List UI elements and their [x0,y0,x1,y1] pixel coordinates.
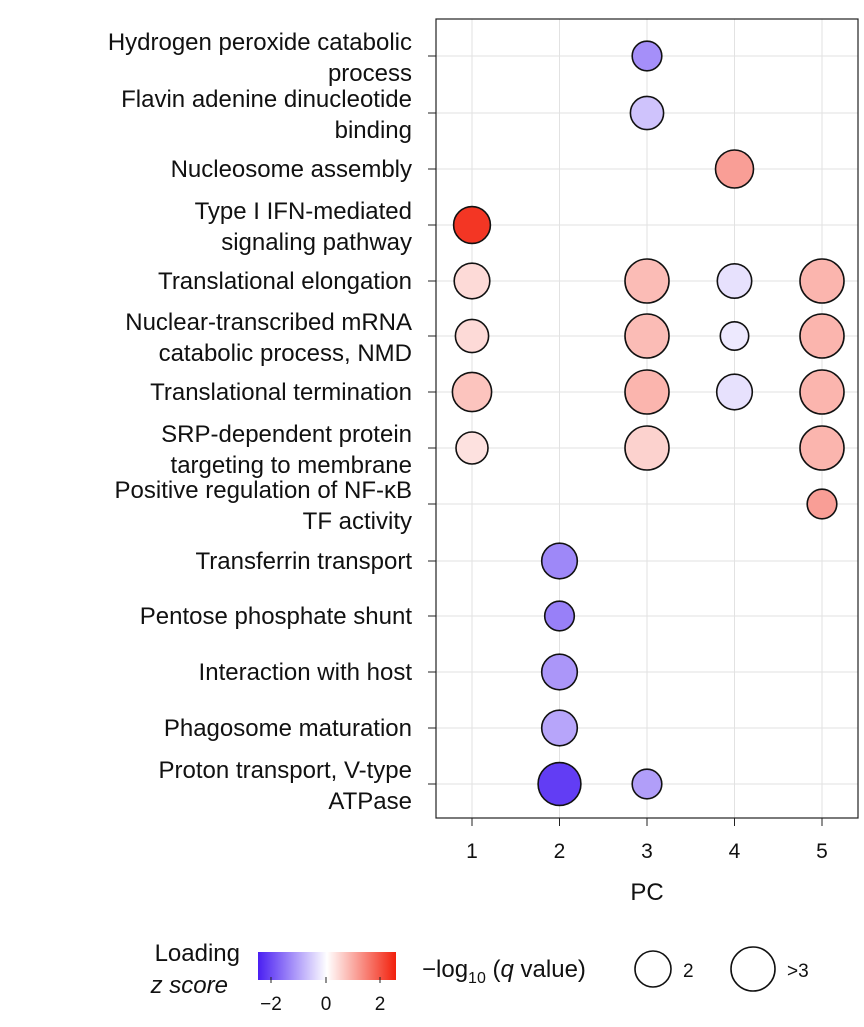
bubble-point [714,149,755,189]
size-legend-circle-small [634,950,672,988]
size-legend-title-suffix: value) [514,956,586,983]
y-tick-label: Type I IFN-mediated [195,198,412,225]
size-legend-title-open: ( [486,956,501,983]
bubble-point [631,768,663,800]
data-points [451,40,845,807]
size-legend-circle-large [730,946,776,992]
bubble-point [454,318,490,354]
size-legend-label-small: 2 [683,961,694,982]
bubble-point [799,313,845,359]
y-tick-label: process [328,60,412,87]
bubble-point [455,431,489,465]
y-tick-label: catabolic process, NMD [159,340,412,367]
y-axis: Hydrogen peroxide catabolic processFlavin… [108,29,436,815]
x-tick-label: 5 [816,840,828,863]
bubble-point [537,761,582,807]
y-tick-label: binding [335,117,412,144]
bubble-point [451,371,493,413]
bubble-point [540,542,579,580]
size-legend: −log10 (q value) 2 >3 [422,946,809,992]
y-tick-label: targeting to membrane [171,452,412,479]
y-tick-label: Transferrin transport [195,548,412,575]
color-legend: Loading z score −2 0 2 [150,940,396,1015]
bubble-point [540,653,579,691]
color-gradient-bar [258,952,396,980]
y-tick-label: Pentose phosphate shunt [140,603,413,630]
bubble-point [716,262,753,299]
x-tick-label: 2 [554,840,566,863]
x-axis: 1 2 3 4 5 [466,818,828,863]
color-legend-title-line1: Loading [155,940,240,967]
x-axis-title: PC [630,879,663,906]
color-tick-mid: 0 [321,994,332,1015]
color-legend-title-line2: z score [150,972,228,999]
size-legend-title-prefix: −log [422,956,468,983]
y-tick-label: TF activity [303,508,412,535]
bubble-point [452,205,492,245]
y-tick-label: Nucleosome assembly [171,156,412,183]
bubble-point [806,488,838,520]
y-tick-label: Proton transport, V-type [159,757,412,784]
y-tick-label: Flavin adenine dinucleotide [121,86,412,113]
size-legend-title-sub: 10 [468,970,486,987]
bubble-point [540,709,579,747]
bubble-point [799,369,845,415]
bubble-point [799,425,845,471]
bubble-point [624,313,670,359]
bubble-point [629,95,665,131]
bubble-point [715,373,754,411]
y-tick-label: Translational elongation [158,268,412,295]
y-tick-label: Translational termination [150,379,412,406]
color-tick-low: −2 [260,994,282,1015]
color-tick-high: 2 [375,994,386,1015]
bubble-point [719,320,750,351]
size-legend-title-q: q [501,956,515,983]
y-tick-label: Positive regulation of NF-κB [115,477,412,504]
bubble-point [543,600,576,632]
y-tick-label: ATPase [328,788,412,815]
size-legend-label-large: >3 [787,961,809,982]
bubble-point [631,40,663,72]
bubble-point [624,258,670,304]
bubble-point [799,258,845,304]
y-tick-label: Hydrogen peroxide catabolic [108,29,412,56]
bubble-point [453,262,491,300]
size-legend-title: −log10 (q value) [422,956,586,987]
y-tick-label: SRP-dependent protein [161,421,412,448]
y-tick-label: signaling pathway [221,229,412,256]
x-tick-label: 1 [466,840,478,863]
y-tick-label: Phagosome maturation [164,715,412,742]
x-tick-label: 3 [641,840,653,863]
bubble-point [624,425,670,471]
bubble-point [624,369,670,415]
y-tick-label: Nuclear-transcribed mRNA [125,309,412,336]
y-tick-label: Interaction with host [199,659,413,686]
x-tick-label: 4 [729,840,741,863]
